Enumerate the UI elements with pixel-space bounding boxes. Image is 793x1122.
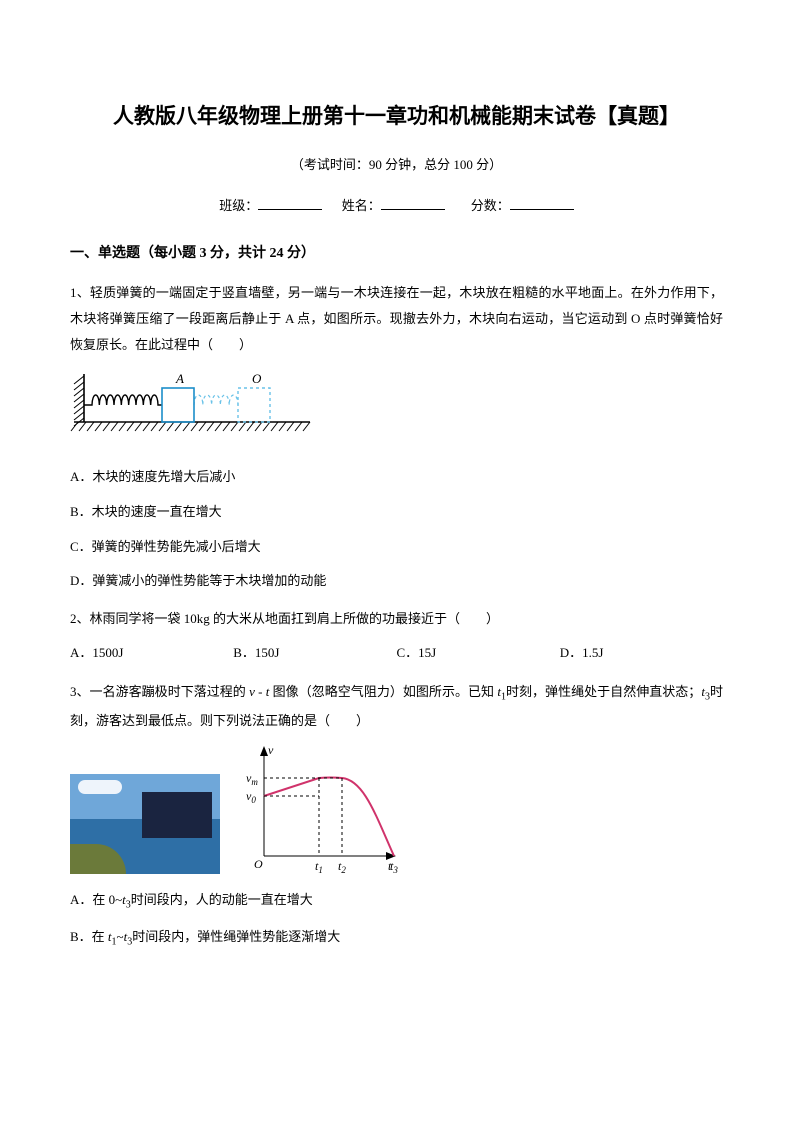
score-blank[interactable] bbox=[510, 196, 574, 210]
v-t-graph: v vm v0 O t1 t2 t3 t bbox=[240, 744, 400, 874]
q1-option-a[interactable]: A．木块的速度先增大后减小 bbox=[70, 467, 723, 488]
class-blank[interactable] bbox=[258, 196, 322, 210]
q2-option-b[interactable]: B．150J bbox=[233, 642, 396, 661]
svg-text:v0: v0 bbox=[246, 789, 256, 805]
svg-text:vm: vm bbox=[246, 771, 258, 787]
q2-option-d[interactable]: D．1.5J bbox=[560, 642, 723, 661]
svg-text:O: O bbox=[254, 857, 263, 871]
q3-text: 3、一名游客蹦极时下落过程的 v - t 图像（忽略空气阻力）如图所示。已知 t… bbox=[70, 679, 723, 734]
q1-option-d[interactable]: D．弹簧减小的弹性势能等于木块增加的动能 bbox=[70, 571, 723, 592]
q1-option-b[interactable]: B．木块的速度一直在增大 bbox=[70, 502, 723, 523]
svg-text:t2: t2 bbox=[338, 859, 346, 874]
class-label: 班级： bbox=[219, 198, 258, 213]
q1-text: 1、轻质弹簧的一端固定于竖直墙壁，另一端与一木块连接在一起，木块放在粗糙的水平地… bbox=[70, 280, 723, 358]
q3-options: A．在 0~t3时间段内，人的动能一直在增大 B．在 t1~t3时间段内，弹性绳… bbox=[70, 890, 723, 951]
page-title: 人教版八年级物理上册第十一章功和机械能期末试卷【真题】 bbox=[70, 100, 723, 130]
q2-text: 2、林雨同学将一袋 10kg 的大米从地面扛到肩上所做的功最接近于（ ） bbox=[70, 606, 723, 632]
q3-figures: v vm v0 O t1 t2 t3 t bbox=[70, 744, 723, 874]
name-label: 姓名： bbox=[342, 198, 381, 213]
bungee-photo bbox=[70, 774, 220, 874]
q2-option-a[interactable]: A．1500J bbox=[70, 642, 233, 661]
q3-option-b[interactable]: B．在 t1~t3时间段内，弹性绳弹性势能逐渐增大 bbox=[70, 927, 723, 951]
spring-block-diagram: A O bbox=[70, 368, 320, 448]
svg-text:v: v bbox=[268, 744, 274, 757]
q2-options: A．1500J B．150J C．15J D．1.5J bbox=[70, 642, 723, 661]
student-info-line: 班级： 姓名： 分数： bbox=[70, 195, 723, 214]
q3-option-a[interactable]: A．在 0~t3时间段内，人的动能一直在增大 bbox=[70, 890, 723, 914]
svg-text:A: A bbox=[175, 371, 184, 386]
q2-option-c[interactable]: C．15J bbox=[397, 642, 560, 661]
name-blank[interactable] bbox=[381, 196, 445, 210]
exam-info: （考试时间：90 分钟，总分 100 分） bbox=[70, 154, 723, 173]
score-label: 分数： bbox=[471, 198, 510, 213]
section-1-header: 一、单选题（每小题 3 分，共计 24 分） bbox=[70, 242, 723, 262]
svg-text:t1: t1 bbox=[315, 859, 323, 874]
q1-options: A．木块的速度先增大后减小 B．木块的速度一直在增大 C．弹簧的弹性势能先减小后… bbox=[70, 467, 723, 592]
q1-figure: A O bbox=[70, 368, 723, 453]
q1-option-c[interactable]: C．弹簧的弹性势能先减小后增大 bbox=[70, 537, 723, 558]
svg-text:O: O bbox=[252, 371, 262, 386]
